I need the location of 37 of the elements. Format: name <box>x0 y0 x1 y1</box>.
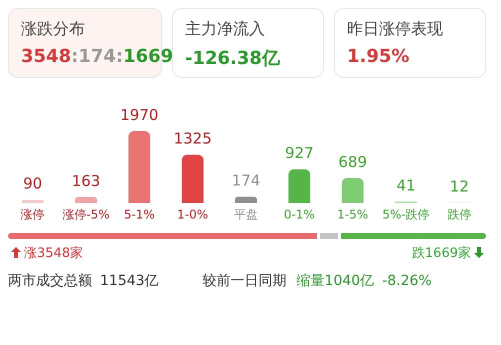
data-label: 689 <box>338 152 367 171</box>
x-tick-label: 涨停 <box>20 208 45 222</box>
x-tick-label: 1-5% <box>337 208 368 222</box>
x-tick-label: 平盘 <box>234 208 258 222</box>
data-label: 174 <box>232 172 260 190</box>
bar <box>75 197 97 203</box>
text: 跌1669家 <box>412 246 471 261</box>
x-tick-label: 5%-跌停 <box>382 208 430 222</box>
text: 3548:174:1669 <box>21 46 174 67</box>
bar <box>342 178 364 203</box>
data-label: 90 <box>23 174 42 193</box>
x-tick-label: 涨停-5% <box>62 208 110 222</box>
data-label: 927 <box>285 144 314 162</box>
data-label: 41 <box>396 176 416 194</box>
bar <box>288 169 310 203</box>
bar <box>182 154 204 203</box>
bar <box>235 196 257 203</box>
text: 昨日涨停表现 <box>347 19 444 40</box>
data-label: 1325 <box>174 130 212 148</box>
text: -8.26% <box>382 273 432 289</box>
x-tick-label: 5-1% <box>124 208 155 222</box>
text: 1.95% <box>347 46 410 67</box>
text: 11543亿 <box>100 273 159 289</box>
text: 主力净流入 <box>185 19 266 40</box>
data-label: 163 <box>72 172 100 190</box>
text: 两市成交总额 <box>8 273 92 289</box>
x-tick-label: 0-1% <box>284 208 315 222</box>
x-tick-label: 跌停 <box>447 208 472 222</box>
data-label: 1970 <box>120 106 158 124</box>
text: 较前一日同期 <box>202 273 287 289</box>
bar <box>128 131 150 203</box>
text: -126.38亿 <box>185 47 281 70</box>
x-tick-label: 1-0% <box>177 208 208 222</box>
text: 涨跌分布 <box>21 19 86 40</box>
text: 缩量1040亿 <box>296 273 374 289</box>
text: 涨3548家 <box>24 246 84 261</box>
data-label: 12 <box>450 178 469 196</box>
